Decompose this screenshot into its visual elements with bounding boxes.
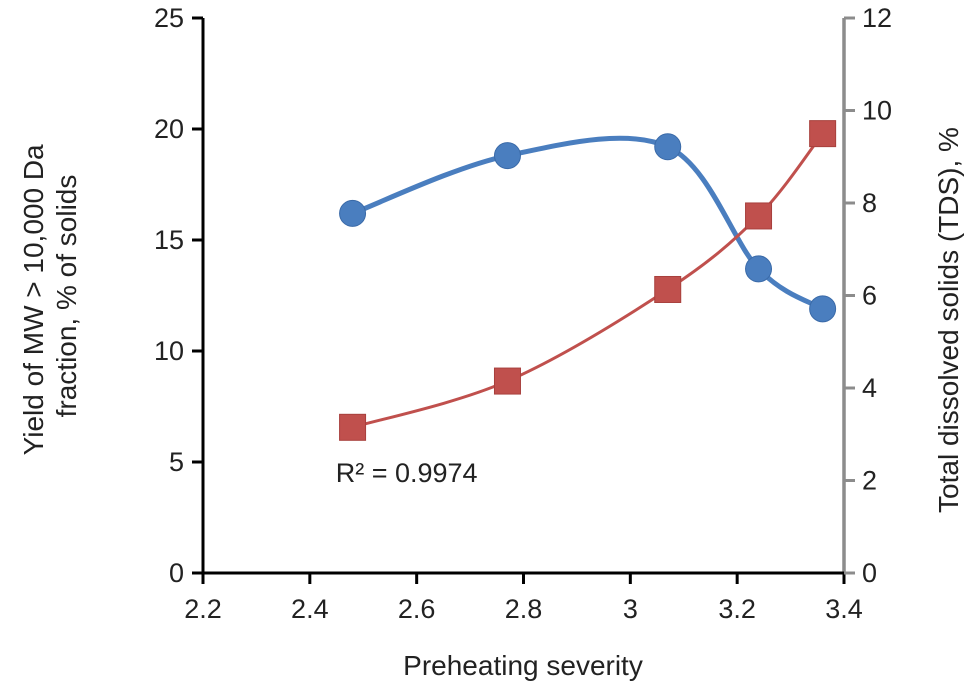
left-y-axis-title: Yield of MW > 10,000 Da fraction, % of s… bbox=[18, 137, 82, 456]
series-1 bbox=[339, 133, 837, 323]
x-tick-label: 2.2 bbox=[184, 594, 222, 624]
series-layer bbox=[339, 120, 837, 441]
x-axis-title: Preheating severity bbox=[403, 650, 643, 681]
plot-area: 2.2 2.4 2.6 2.8 3 3.2 3.4 0 5 10 15 20 25 0 2 4 6 8 10 12… bbox=[154, 3, 892, 624]
left-y-tick-label: 20 bbox=[154, 114, 184, 144]
series-2-point bbox=[745, 202, 773, 230]
left-y-axis-title-line-1: Yield of MW > 10,000 Da bbox=[18, 144, 49, 455]
right-y-axis-ticks: 0 2 4 6 8 10 12 bbox=[844, 3, 892, 588]
right-y-tick-label: 12 bbox=[862, 3, 892, 33]
x-tick-label: 3.4 bbox=[825, 594, 863, 624]
x-tick-label: 2.8 bbox=[505, 594, 543, 624]
left-y-tick-label: 10 bbox=[154, 336, 184, 366]
series-1-point bbox=[339, 199, 367, 227]
x-tick-label: 2.4 bbox=[291, 594, 329, 624]
r-squared-annotation: R² = 0.9974 bbox=[336, 458, 478, 488]
right-y-tick-label: 8 bbox=[862, 188, 877, 218]
series-2-point bbox=[809, 120, 837, 148]
x-tick-label: 2.6 bbox=[398, 594, 436, 624]
series-1-point bbox=[809, 295, 837, 323]
left-y-axis-ticks: 0 5 10 15 20 25 bbox=[154, 3, 203, 588]
right-y-tick-label: 6 bbox=[862, 281, 877, 311]
series-2-point bbox=[654, 275, 682, 303]
right-y-tick-label: 2 bbox=[862, 466, 877, 496]
left-y-tick-label: 0 bbox=[169, 558, 184, 588]
series-2-line bbox=[352, 132, 824, 429]
left-y-tick-label: 15 bbox=[154, 225, 184, 255]
x-tick-label: 3 bbox=[623, 594, 638, 624]
series-2-point bbox=[339, 413, 367, 441]
series-1-point bbox=[493, 142, 521, 170]
right-y-axis-title: Total dissolved solids (TDS), % bbox=[933, 127, 964, 513]
series-1-point bbox=[745, 255, 773, 283]
left-y-axis-title-line-2: fraction, % of solids bbox=[51, 175, 82, 418]
x-tick-label: 3.2 bbox=[718, 594, 756, 624]
x-axis-ticks: 2.2 2.4 2.6 2.8 3 3.2 3.4 bbox=[184, 573, 863, 624]
right-y-tick-label: 0 bbox=[862, 558, 877, 588]
series-2 bbox=[339, 120, 837, 441]
series-1-point bbox=[654, 133, 682, 161]
right-y-tick-label: 10 bbox=[862, 96, 892, 126]
right-y-tick-label: 4 bbox=[862, 373, 877, 403]
left-y-tick-label: 5 bbox=[169, 447, 184, 477]
left-y-tick-label: 25 bbox=[154, 3, 184, 33]
series-2-point bbox=[493, 367, 521, 395]
